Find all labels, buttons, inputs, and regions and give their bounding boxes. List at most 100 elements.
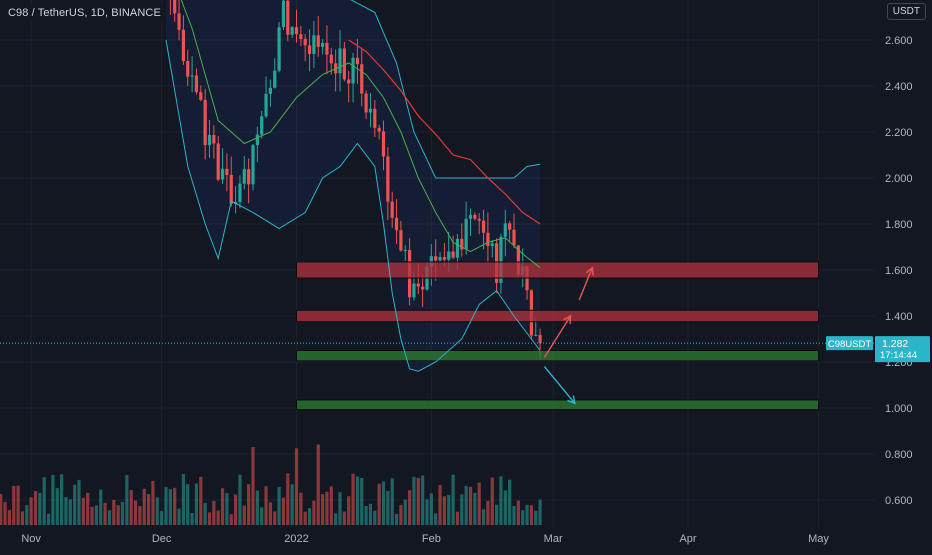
volume-bar	[151, 480, 155, 525]
volume-bar	[186, 484, 190, 525]
volume-bar	[434, 513, 438, 525]
volume-bar	[303, 511, 307, 525]
currency-badge[interactable]: USDT	[886, 3, 926, 20]
volume-bar	[264, 486, 268, 525]
candle-body	[329, 54, 333, 64]
candle-body	[355, 57, 359, 65]
candle-body	[416, 283, 420, 287]
volume-layer	[0, 444, 542, 525]
candle-body	[203, 99, 207, 146]
price-axis-background	[875, 0, 932, 550]
price-tag-background	[875, 336, 930, 363]
up-arrow-1-shaft	[543, 315, 572, 358]
volume-bar	[207, 512, 212, 525]
volume-bar	[329, 486, 333, 525]
volume-bar	[268, 502, 272, 525]
zone-support-lower	[296, 399, 819, 411]
volume-bar	[55, 488, 59, 525]
candle-body	[399, 230, 403, 251]
candle-body	[177, 13, 181, 30]
price-tick-label: 0.800	[885, 449, 913, 461]
volume-bar	[29, 497, 33, 525]
volume-bar	[129, 490, 133, 525]
volume-bar	[481, 509, 486, 525]
candle-body	[277, 27, 281, 71]
volume-bar	[3, 501, 7, 525]
volume-bar	[503, 490, 507, 525]
up-arrow-2-head	[585, 266, 594, 276]
volume-bar	[260, 507, 264, 525]
bollinger-middle-line	[180, 0, 541, 269]
candle-body	[381, 131, 386, 157]
volume-bar	[460, 494, 464, 525]
volume-bar	[20, 511, 25, 525]
volume-bar	[425, 499, 429, 525]
candle-body	[238, 183, 242, 202]
symbol-tag-background	[826, 336, 873, 351]
price-tick-label: 2.600	[885, 35, 913, 47]
candle-body	[207, 134, 212, 146]
volume-bar	[216, 510, 220, 525]
time-tick-label: Dec	[152, 533, 172, 545]
volume-bar	[281, 497, 286, 525]
volume-bar	[133, 500, 138, 525]
candle-body	[255, 134, 259, 146]
volume-bar	[325, 491, 329, 525]
volume-bar	[181, 474, 185, 525]
candle-body	[442, 256, 446, 260]
candle-body	[394, 217, 399, 231]
volume-bar	[68, 499, 72, 525]
volume-bar	[534, 510, 538, 525]
volume-bar	[447, 494, 451, 525]
volume-bar	[142, 488, 146, 525]
volume-bar	[125, 475, 129, 525]
volume-bar	[229, 514, 233, 525]
volume-bar	[225, 493, 229, 525]
volume-bar	[81, 497, 85, 525]
candle-body	[481, 220, 486, 233]
candle-body	[268, 87, 272, 94]
volume-bar	[147, 494, 151, 525]
volume-bar	[238, 474, 242, 525]
volume-bar	[77, 479, 81, 525]
volume-bar	[299, 492, 303, 525]
candle-body	[286, 0, 290, 35]
candle-body	[364, 93, 368, 113]
volume-bar	[194, 483, 199, 525]
volume-bar	[199, 476, 203, 525]
volume-bar	[212, 501, 216, 525]
candle-body	[247, 169, 251, 185]
volume-bar	[486, 500, 490, 525]
volume-bar	[490, 477, 494, 525]
candle-body	[516, 245, 520, 275]
candle-body	[325, 42, 329, 55]
time-tick-label: Feb	[422, 533, 441, 545]
volume-bar	[251, 447, 255, 525]
volume-bar	[73, 484, 77, 525]
time-tick-label: 2022	[284, 533, 308, 545]
candle-body	[508, 223, 512, 230]
volume-bar	[177, 508, 181, 525]
volume-bar	[90, 506, 94, 525]
volume-bar	[120, 501, 125, 525]
volume-bar	[38, 492, 42, 525]
volume-bar	[107, 510, 112, 525]
candle-body	[451, 251, 455, 258]
candle-body	[351, 57, 355, 84]
candle-body	[273, 70, 277, 88]
down-arrow-shaft	[543, 366, 576, 404]
volume-bar	[512, 505, 516, 525]
price-tick-label: 1.800	[885, 219, 913, 231]
candle-body	[390, 201, 394, 218]
candle-body	[468, 214, 473, 219]
time-tick-label: Apr	[679, 533, 696, 545]
candle-body	[377, 127, 381, 132]
candle-body	[316, 35, 320, 47]
bollinger-lower-line	[165, 39, 541, 372]
candle-body	[503, 223, 507, 237]
candle-body	[460, 238, 464, 250]
candle-body	[186, 61, 190, 77]
candle-body	[290, 27, 294, 35]
